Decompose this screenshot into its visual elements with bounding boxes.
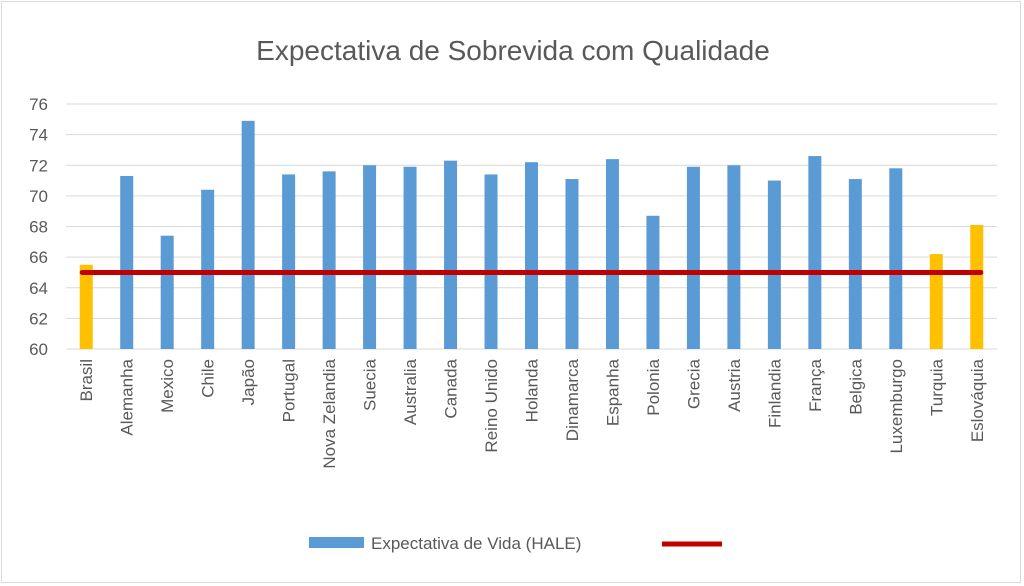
x-tick-label: Turquia [927,358,946,416]
bar-turquia [929,254,943,349]
x-tick-label: Reino Unido [482,359,501,453]
bar-grecia [686,166,700,349]
bar-nova-zelandia [322,171,336,349]
x-tick-label: Alemanha [118,358,137,435]
bar-luxemburgo [889,168,903,349]
y-tick-label: 76 [29,95,48,114]
y-tick-label: 68 [29,218,48,237]
x-tick-label: Brasil [77,359,96,402]
y-tick-label: 60 [29,340,48,359]
bar-portugal [282,174,296,349]
bar-chile [201,189,215,349]
bar-suecia [363,165,377,349]
legend: Expectativa de Vida (HALE) [309,534,722,553]
bar-polonia [646,215,660,349]
x-tick-label: Belgica [846,358,865,414]
x-tick-label: Luxemburgo [887,359,906,454]
bar-frança [808,156,822,349]
bar-brasil [79,264,93,349]
y-tick-label: 64 [29,279,48,298]
x-tick-label: Nova Zelandia [320,358,339,468]
x-tick-label: Espanha [603,358,622,426]
x-tick-label: Portugal [280,359,299,422]
x-tick-label: Canada [442,358,461,418]
x-tick-label: Finlandia [765,358,784,428]
bars [79,120,984,349]
x-tick-label: Eslováquia [968,358,987,442]
x-tick-label: França [806,358,825,411]
bar-eslováquia [970,224,984,349]
x-tick-label: Japão [239,359,258,405]
legend-swatch-hale [309,537,364,548]
x-tick-label: Mexico [158,359,177,413]
bar-reino-unido [484,174,498,349]
x-tick-label: Suecia [361,358,380,411]
bar-finlandia [767,180,781,349]
x-tick-label: Australia [401,358,420,425]
bar-canada [444,160,458,349]
y-tick-label: 62 [29,309,48,328]
y-tick-label: 70 [29,187,48,206]
x-tick-label: Chile [199,359,218,398]
bar-dinamarca [565,179,579,349]
x-tick-label: Austria [725,358,744,411]
x-tick-label: Grecia [684,358,703,409]
bar-australia [403,166,417,349]
legend-label-hale: Expectativa de Vida (HALE) [371,534,581,553]
y-tick-label: 74 [29,126,48,145]
bar-espanha [605,159,619,349]
x-axis-ticks: Brasil Alemanha Mexico Chile Japão Portugal No… [77,358,987,468]
y-tick-label: 72 [29,156,48,175]
y-tick-label: 66 [29,248,48,267]
x-tick-label: Holanda [523,358,542,422]
bar-alemanha [120,175,134,349]
bar-holanda [525,162,538,349]
bar-belgica [848,179,862,349]
bar-mexico [160,235,174,349]
chart-title: Expectativa de Sobrevida com Qualidade [256,35,770,66]
y-axis-ticks: 60 62 64 66 68 70 72 74 76 [29,95,48,359]
bar-austria [727,165,741,349]
x-tick-label: Polonia [644,358,663,415]
bar-japão [241,120,255,349]
x-tick-label: Dinamarca [563,358,582,441]
